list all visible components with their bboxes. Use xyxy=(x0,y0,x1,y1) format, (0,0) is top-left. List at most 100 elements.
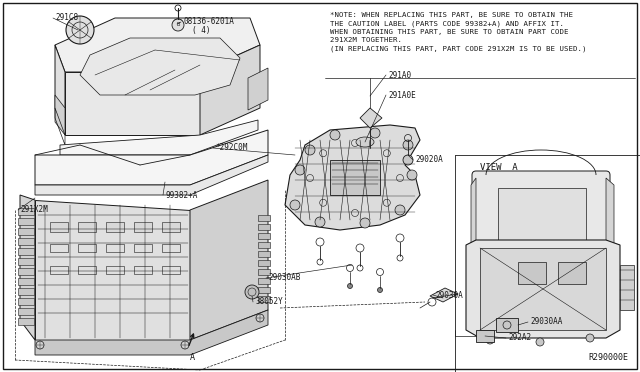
Circle shape xyxy=(305,145,315,155)
Polygon shape xyxy=(200,45,260,135)
Circle shape xyxy=(586,334,594,342)
Bar xyxy=(18,298,34,305)
Circle shape xyxy=(315,217,325,227)
Text: ( 4): ( 4) xyxy=(192,26,211,35)
Text: 08136-6201A: 08136-6201A xyxy=(183,17,234,26)
Bar xyxy=(258,215,270,221)
Bar xyxy=(106,266,124,274)
Polygon shape xyxy=(35,155,268,195)
Polygon shape xyxy=(430,288,458,302)
Bar xyxy=(18,208,34,215)
Bar xyxy=(106,222,124,232)
Text: 99382+A: 99382+A xyxy=(165,190,197,199)
Bar xyxy=(498,188,586,240)
Bar xyxy=(258,251,270,257)
Circle shape xyxy=(245,285,259,299)
Bar xyxy=(18,278,34,285)
Text: *NOTE: WHEN REPLACING THIS PART, BE SURE TO OBTAIN THE
THE CAUTION LABEL (PARTS : *NOTE: WHEN REPLACING THIS PART, BE SURE… xyxy=(330,12,586,52)
Bar xyxy=(50,244,68,252)
Bar xyxy=(496,318,518,332)
Circle shape xyxy=(36,341,44,349)
Bar xyxy=(18,228,34,235)
Bar xyxy=(18,258,34,265)
Bar xyxy=(162,266,180,274)
Polygon shape xyxy=(35,310,268,355)
Circle shape xyxy=(395,205,405,215)
Bar xyxy=(50,266,68,274)
Polygon shape xyxy=(466,240,620,338)
Text: VIEW  A: VIEW A xyxy=(480,163,518,172)
Polygon shape xyxy=(80,38,240,95)
Bar xyxy=(480,248,606,330)
Circle shape xyxy=(290,200,300,210)
Bar xyxy=(476,330,494,342)
Polygon shape xyxy=(55,95,65,135)
Bar xyxy=(50,222,68,232)
Circle shape xyxy=(407,170,417,180)
Text: B: B xyxy=(177,22,180,28)
Polygon shape xyxy=(20,195,35,340)
Text: 38052Y: 38052Y xyxy=(255,298,283,307)
Bar xyxy=(162,244,180,252)
Circle shape xyxy=(181,341,189,349)
Circle shape xyxy=(172,19,184,31)
Bar xyxy=(134,222,152,232)
Polygon shape xyxy=(190,180,268,340)
Polygon shape xyxy=(60,120,258,155)
Bar xyxy=(330,160,380,195)
Text: 29030AA: 29030AA xyxy=(530,317,563,327)
Circle shape xyxy=(486,336,494,344)
Text: 291X2M: 291X2M xyxy=(20,205,48,215)
Text: A: A xyxy=(189,353,195,362)
Polygon shape xyxy=(606,178,614,245)
Bar xyxy=(78,244,96,252)
Bar xyxy=(18,268,34,275)
Polygon shape xyxy=(35,200,190,340)
Polygon shape xyxy=(35,130,268,185)
Bar xyxy=(518,262,546,284)
Text: 291C8: 291C8 xyxy=(55,13,78,22)
Bar xyxy=(18,248,34,255)
Text: R290000E: R290000E xyxy=(588,353,628,362)
Bar xyxy=(18,318,34,325)
Polygon shape xyxy=(65,72,200,135)
Polygon shape xyxy=(55,45,65,135)
Text: *292C0M: *292C0M xyxy=(215,144,248,153)
Polygon shape xyxy=(285,125,420,230)
Bar xyxy=(78,222,96,232)
Bar xyxy=(78,266,96,274)
Text: 29030A: 29030A xyxy=(435,291,463,299)
Circle shape xyxy=(403,155,413,165)
Ellipse shape xyxy=(356,137,374,147)
Polygon shape xyxy=(360,108,382,128)
Text: 292A2: 292A2 xyxy=(508,334,531,343)
Bar xyxy=(258,242,270,248)
Bar xyxy=(18,218,34,225)
Circle shape xyxy=(378,288,383,292)
Bar xyxy=(18,288,34,295)
Circle shape xyxy=(173,19,183,29)
Bar xyxy=(162,222,180,232)
Circle shape xyxy=(348,283,353,289)
Circle shape xyxy=(66,16,94,44)
Polygon shape xyxy=(248,68,268,110)
Bar xyxy=(258,269,270,275)
FancyBboxPatch shape xyxy=(472,171,610,254)
Bar xyxy=(258,287,270,293)
Circle shape xyxy=(256,314,264,322)
Circle shape xyxy=(330,130,340,140)
Circle shape xyxy=(370,128,380,138)
Bar xyxy=(134,244,152,252)
Bar xyxy=(18,238,34,245)
Circle shape xyxy=(360,218,370,228)
Bar xyxy=(258,278,270,284)
Bar xyxy=(258,224,270,230)
Bar xyxy=(258,296,270,302)
Text: 291A0: 291A0 xyxy=(388,71,411,80)
Circle shape xyxy=(403,140,413,150)
Bar xyxy=(258,260,270,266)
Text: 29020A: 29020A xyxy=(415,155,443,164)
Circle shape xyxy=(536,338,544,346)
Text: 29030AB: 29030AB xyxy=(268,273,300,282)
Text: 291A0E: 291A0E xyxy=(388,90,416,99)
